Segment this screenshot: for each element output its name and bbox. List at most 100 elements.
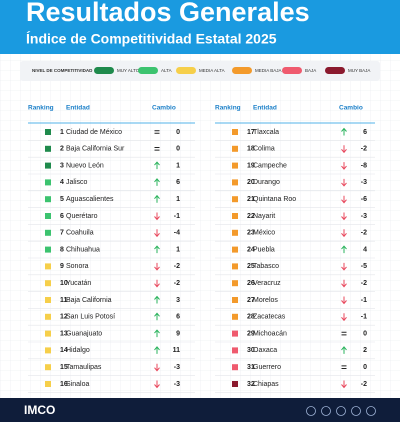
change: 6 [363,129,367,136]
arrow-down [154,229,160,238]
entity: Tlaxcala [253,129,279,136]
rank: 25 [247,263,255,270]
level-square [232,263,238,270]
arrow-up [341,346,347,354]
column-header: Entidad [253,105,277,112]
arrow-up [341,127,347,136]
rank: 2 [60,146,64,153]
arrow-down [341,279,347,288]
entity: Campeche [253,162,287,169]
change: -2 [361,381,367,388]
equal-sign [154,147,160,151]
entity: Nuevo León [66,162,104,169]
change: -5 [361,263,367,270]
column-header: Cambio [152,105,176,112]
level-square [45,263,51,270]
level-square [232,129,238,135]
entity: Aguascalientes [66,196,114,203]
title: Resultados Generales [26,0,310,27]
arrow-up [154,312,160,321]
entity: Morelos [253,297,278,304]
entity: Querétaro [66,213,98,220]
change: 3 [176,297,180,304]
level-square [45,313,51,320]
column-header: Ranking [28,105,54,112]
subtitle: Índice de Competitividad Estatal 2025 [26,31,277,47]
rank: 19 [247,162,255,169]
change: -1 [174,213,180,220]
rank: 7 [60,230,64,237]
rank: 18 [247,146,255,153]
change: -8 [361,162,367,169]
rank: 16 [60,381,68,388]
legend-swatch [325,67,345,74]
level-square [232,246,238,253]
level-square [45,229,51,236]
level-square [45,179,51,186]
level-square [232,213,238,219]
change: 6 [176,179,180,186]
arrow-down [154,363,160,372]
change: 1 [176,246,180,253]
change: 11 [173,347,181,354]
rank: 10 [60,280,68,287]
arrow-down [341,380,347,389]
level-square [232,145,238,152]
entity: Hidalgo [66,347,90,354]
entity: Veracruz [253,280,281,287]
footer-band [0,398,400,422]
level-square [45,145,51,152]
change: -1 [361,297,367,304]
legend-entry: MUY BAJA [348,68,370,73]
rank: 3 [60,162,64,169]
rank: 9 [60,263,64,270]
change: 0 [176,146,180,153]
change: -3 [361,179,367,186]
level-square [232,364,238,371]
change: 0 [363,330,367,337]
rank: 32 [247,381,255,388]
rank: 29 [247,330,255,337]
change: -2 [174,280,180,287]
change: 4 [363,246,367,253]
level-square [45,196,51,203]
entity: Chiapas [253,381,279,388]
level-square [45,280,51,287]
column-header: Entidad [66,105,90,112]
arrow-up [341,245,347,254]
legend-entry: BAJA [305,68,316,73]
arrow-up [154,245,160,254]
level-square [232,347,238,354]
equal-sign [341,365,347,369]
entity: Michoacán [253,330,287,337]
rank: 12 [60,314,68,321]
rank: 27 [247,297,255,304]
entity: Tabasco [253,263,279,270]
legend-label: NIVEL DE COMPETITIVIDAD [32,68,93,73]
entity: Sinaloa [66,381,89,388]
change: -2 [361,280,367,287]
level-square [45,213,51,219]
change: -6 [361,196,367,203]
change: -2 [361,146,367,153]
rank: 20 [247,179,255,186]
level-square [232,196,238,203]
legend-band [20,61,380,81]
rank: 6 [60,213,64,220]
entity: Chihuahua [66,246,100,253]
level-square [45,381,51,387]
entity: México [253,230,275,237]
change: 2 [363,347,367,354]
level-square [45,364,51,371]
arrow-up [154,329,160,338]
arrow-down [341,162,347,170]
entity: Tamaulipas [66,364,102,371]
entity: Coahuila [66,230,94,237]
entity: Ciudad de México [66,129,122,136]
column-header: Ranking [215,105,241,112]
level-square [232,179,238,186]
legend-entry: MUY ALTO [117,68,140,73]
arrow-down [341,296,347,305]
level-square [45,330,51,337]
